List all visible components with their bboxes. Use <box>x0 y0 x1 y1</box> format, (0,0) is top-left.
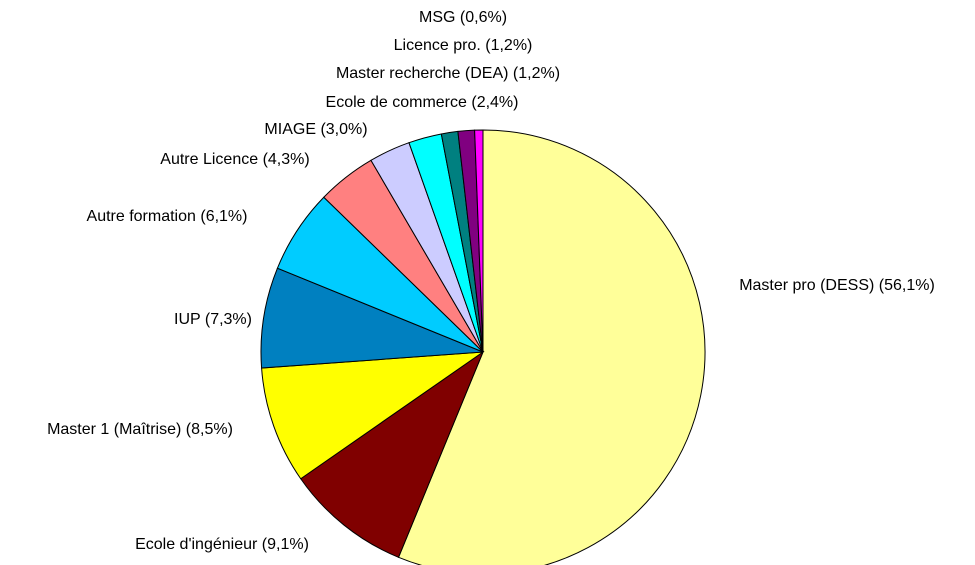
slice-category: Ecole de commerce <box>326 94 467 111</box>
pie-slice <box>474 129 484 353</box>
slice-value-label: (7,3%) <box>205 311 252 328</box>
slice-value-label: (6,1%) <box>200 208 247 225</box>
slice-category: MIAGE <box>264 121 316 138</box>
slice-value-label: (2,4%) <box>471 94 518 111</box>
slice-label: IUP (7,3%) <box>174 311 252 328</box>
slice-category: Ecole d'ingénieur <box>135 536 258 553</box>
slice-category: Master pro (DESS) <box>739 277 874 294</box>
slice-label: MSG (0,6%) <box>419 9 507 26</box>
slice-label: Master recherche (DEA) (1,2%) <box>336 65 560 82</box>
slice-label: Autre formation (6,1%) <box>87 208 248 225</box>
slice-label: Ecole de commerce (2,4%) <box>326 94 519 111</box>
slice-label: Ecole d'ingénieur (9,1%) <box>135 536 309 553</box>
slice-label: Autre Licence (4,3%) <box>160 151 309 168</box>
slice-value-label: (4,3%) <box>263 151 310 168</box>
slice-category: Master recherche (DEA) <box>336 65 509 82</box>
slice-label: MIAGE (3,0%) <box>264 121 367 138</box>
slice-category: IUP <box>174 311 200 328</box>
slice-value-label: (0,6%) <box>460 9 507 26</box>
slice-category: Autre formation <box>87 208 196 225</box>
slice-value-label: (1,2%) <box>513 65 560 82</box>
slice-label: Master pro (DESS) (56,1%) <box>739 277 935 294</box>
slice-category: Autre Licence <box>160 151 258 168</box>
pie-slice <box>261 351 485 480</box>
slice-value-label: (9,1%) <box>262 536 309 553</box>
slice-value-label: (1,2%) <box>485 37 532 54</box>
slice-category: Licence pro. <box>394 37 481 54</box>
slice-category: MSG <box>419 9 455 26</box>
slice-value-label: (56,1%) <box>879 277 935 294</box>
slice-label: Master 1 (Maîtrise) (8,5%) <box>47 421 233 438</box>
slice-value-label: (3,0%) <box>320 121 367 138</box>
pie-slice <box>397 129 706 565</box>
slice-category: Master 1 (Maîtrise) <box>47 421 181 438</box>
pie-slice <box>300 350 485 558</box>
slice-label: Licence pro. (1,2%) <box>394 37 533 54</box>
slice-value-label: (8,5%) <box>186 421 233 438</box>
pie-slice <box>260 267 484 369</box>
